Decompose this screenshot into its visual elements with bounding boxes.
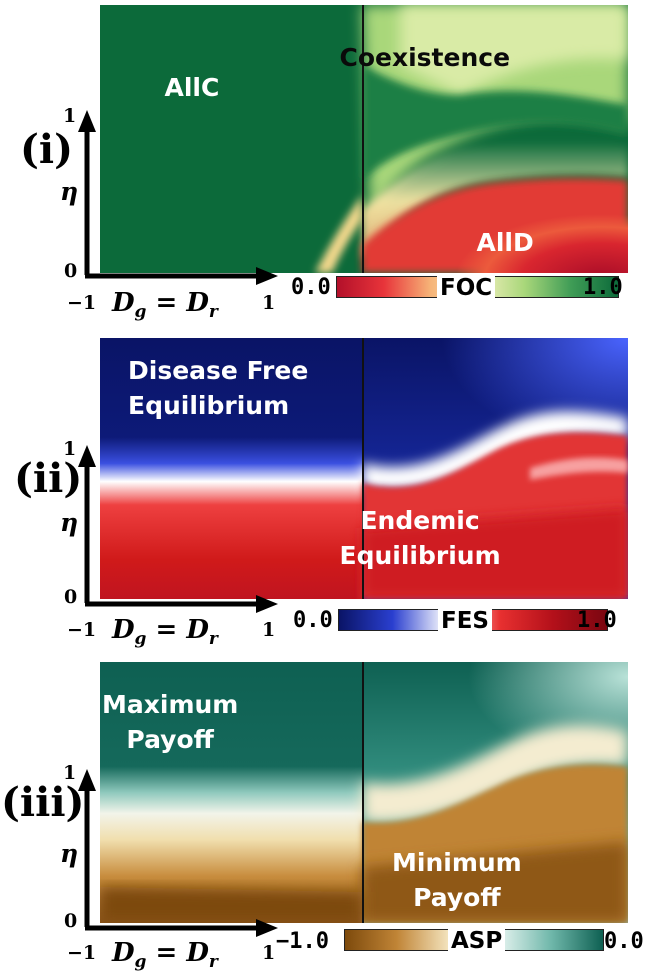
region-label-disease-free: Disease Free Equilibrium <box>128 356 309 420</box>
panel-iii: Maximum Payoff Minimum Payoff (iii) 1 0 … <box>0 657 647 977</box>
asp-min-core <box>362 842 628 923</box>
foc-colorbar-max: 1.0 <box>583 275 623 300</box>
region-label-allc: AllC <box>164 73 220 102</box>
region-label-minimum-payoff: Minimum Payoff <box>392 848 522 912</box>
fes-heatmap-svg <box>100 338 628 599</box>
foc-heatmap-svg <box>100 5 628 273</box>
y-tick-bottom: 0 <box>64 910 78 932</box>
panel-label-ii: (ii) <box>14 455 83 502</box>
eta-axis-label: η <box>60 177 79 206</box>
fes-divider-line <box>362 338 364 599</box>
axes-arrows-ii <box>78 445 278 613</box>
fes-left-half <box>100 338 362 599</box>
region-label-alld: AllD <box>476 228 534 257</box>
fes-colorbar-min: 0.0 <box>293 608 333 633</box>
y-tick-top: 1 <box>63 762 77 784</box>
region-label-maximum-payoff: Maximum Payoff <box>102 690 239 754</box>
x-axis-label: Dg = Dr <box>112 288 218 323</box>
foc-left-edge <box>315 195 362 273</box>
x-arrowhead <box>256 919 278 937</box>
x-tick-right: 1 <box>262 942 276 964</box>
fes-endemic-core <box>362 508 628 599</box>
foc-divider-line <box>362 5 364 273</box>
x-arrowhead <box>256 267 278 285</box>
axes-arrows-iii <box>78 769 278 937</box>
fes-pink-streak <box>530 457 628 480</box>
y-tick-bottom: 0 <box>64 260 78 282</box>
fes-colorbar-label: FES <box>438 609 492 633</box>
x-tick-right: 1 <box>262 619 276 641</box>
y-tick-top: 1 <box>63 438 77 460</box>
x-tick-left: −1 <box>67 292 97 314</box>
asp-colorbar-label: ASP <box>448 929 506 953</box>
eta-axis-label: η <box>60 508 79 537</box>
region-label-coexistence: Coexistence <box>339 43 511 72</box>
x-axis-label: Dg = Dr <box>112 938 218 973</box>
fes-colorbar-max: 1.0 <box>577 608 617 633</box>
x-axis-label: Dg = Dr <box>112 615 218 650</box>
y-arrowhead <box>78 445 96 467</box>
foc-heatmap <box>100 5 628 273</box>
axes-arrows-i <box>78 110 278 285</box>
y-tick-top: 1 <box>63 105 77 127</box>
foc-pale-zone <box>400 5 628 95</box>
panel-ii: Disease Free Equilibrium Endemic Equilib… <box>0 333 647 653</box>
asp-boundary <box>362 725 628 823</box>
foc-dark-band <box>362 65 628 180</box>
x-tick-left: −1 <box>67 942 97 964</box>
foc-colorbar-min: 0.0 <box>291 275 331 300</box>
asp-heatmap <box>100 662 628 923</box>
fes-heatmap <box>100 338 628 599</box>
asp-left-half <box>100 662 362 923</box>
foc-alld-core <box>362 155 628 273</box>
y-tick-bottom: 0 <box>64 586 78 608</box>
asp-heatmap-svg <box>100 662 628 923</box>
panel-label-iii: (iii) <box>1 779 85 826</box>
panel-label-i: (i) <box>20 126 74 173</box>
y-arrowhead <box>78 769 96 791</box>
region-label-endemic: Endemic Equilibrium <box>339 506 501 570</box>
asp-colorbar-min: −1.0 <box>276 929 329 954</box>
asp-colorbar-max: 0.0 <box>604 929 644 954</box>
x-tick-left: −1 <box>67 619 97 641</box>
asp-divider-line <box>362 662 364 923</box>
panel-i: AllC Coexistence AllD (i) 1 0 η −1 1 Dg … <box>0 0 647 323</box>
x-tick-right: 1 <box>262 292 276 314</box>
foc-colorbar-label: FOC <box>437 276 496 300</box>
y-arrowhead <box>78 110 96 132</box>
eta-axis-label: η <box>60 839 79 868</box>
asp-left-bottom <box>100 887 362 923</box>
x-arrowhead <box>256 595 278 613</box>
